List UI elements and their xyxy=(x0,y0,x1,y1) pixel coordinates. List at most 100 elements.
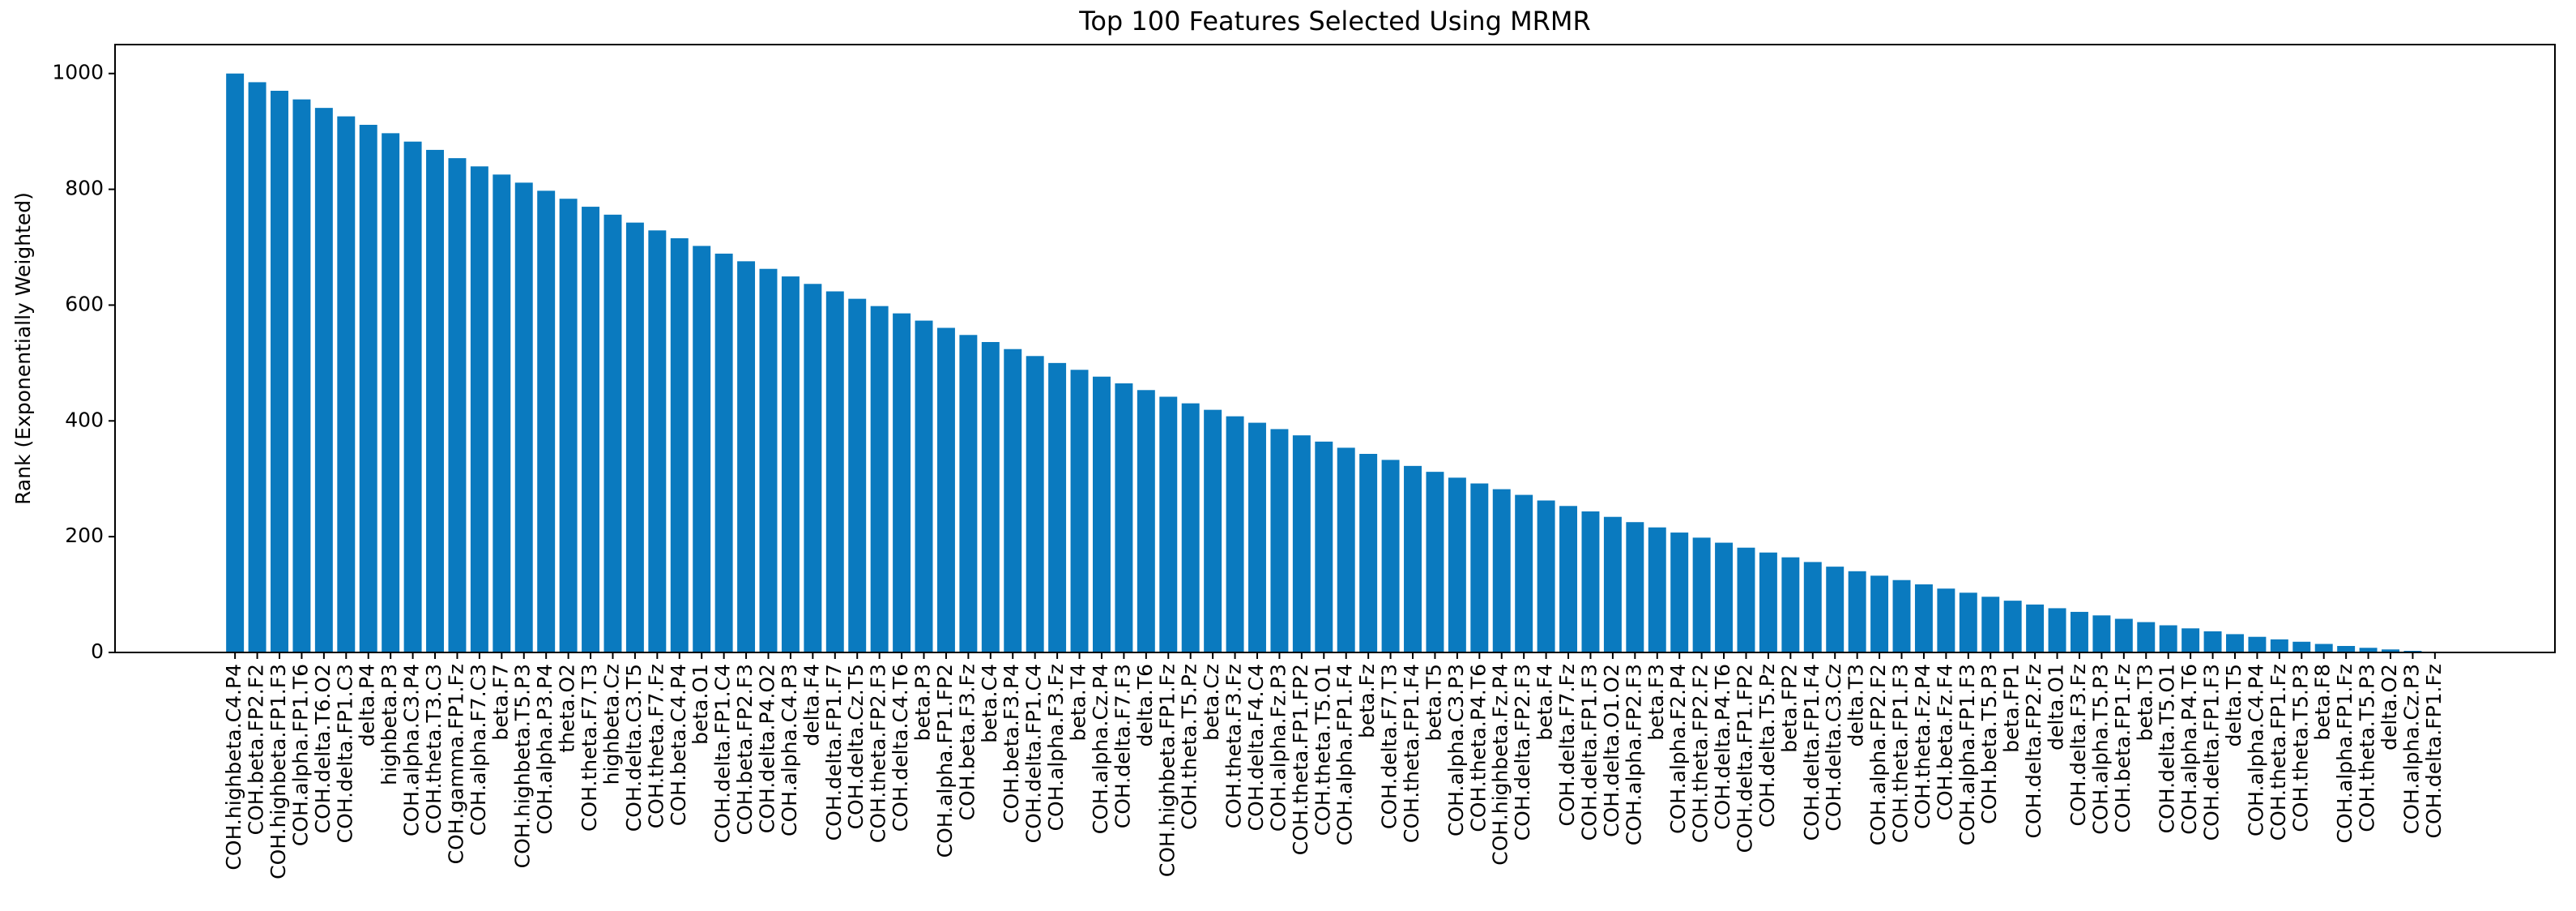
bar xyxy=(2382,649,2399,652)
chart-title: Top 100 Features Selected Using MRMR xyxy=(1078,6,1591,36)
x-tick-label: COH.theta.T3.C3 xyxy=(422,664,446,834)
x-tick-label: COH.alpha.Cz.P4 xyxy=(1089,664,1112,834)
bar xyxy=(981,342,1000,652)
bar xyxy=(470,166,488,653)
x-tick-label: COH.delta.P4.O2 xyxy=(755,664,778,833)
bar xyxy=(1092,376,1111,652)
x-tick-label: COH.delta.C3.Cz xyxy=(1822,664,1845,832)
bar xyxy=(382,133,400,652)
x-tick-label: beta.F8 xyxy=(2311,664,2335,741)
x-tick-label: COH.delta.FP1.C3 xyxy=(333,664,356,843)
bar xyxy=(804,284,822,652)
y-tick-label: 800 xyxy=(65,177,104,200)
bar xyxy=(1337,447,1355,652)
x-tick-label: COH.delta.O1.O2 xyxy=(1600,664,1623,837)
y-axis-label: Rank (Exponentially Weighted) xyxy=(11,192,35,505)
bar xyxy=(1248,422,1266,652)
bar xyxy=(337,116,356,653)
bar xyxy=(1648,527,1666,652)
x-tick-label: COH.highbeta.C4.P4 xyxy=(222,664,245,870)
x-tick-label: COH.theta.FP1.F3 xyxy=(1889,664,1913,843)
bar xyxy=(537,190,556,652)
bar xyxy=(1626,522,1644,652)
x-tick-label: COH.alpha.FP1.F3 xyxy=(1955,664,1979,845)
bar xyxy=(1603,516,1622,652)
y-tick-label: 0 xyxy=(91,639,104,663)
bar xyxy=(603,214,622,652)
bar xyxy=(2292,641,2311,652)
x-tick-label: COH.beta.F3.Fz xyxy=(955,664,979,821)
bar xyxy=(1404,465,1422,652)
x-tick-label: COH.delta.FP2.Fz xyxy=(2022,664,2045,839)
x-tick-label: COH.beta.C4.P4 xyxy=(667,664,690,826)
bar xyxy=(2226,634,2244,652)
bar xyxy=(1537,500,1555,652)
bar xyxy=(1448,477,1466,652)
bar xyxy=(271,91,288,652)
bar xyxy=(1026,356,1044,652)
bar xyxy=(403,141,422,652)
bar xyxy=(1581,511,1600,652)
bar xyxy=(1737,547,1755,652)
x-tick-label: COH.alpha.FP2.F2 xyxy=(1866,664,1890,845)
bar xyxy=(1137,390,1155,652)
bar xyxy=(1848,571,1866,652)
bar xyxy=(2181,628,2200,652)
x-tick-label: COH.beta.FP2.F3 xyxy=(733,664,757,835)
bar xyxy=(1204,409,1222,652)
x-tick-label: COH.delta.FP1.Fz xyxy=(2422,664,2446,839)
x-tick-label: COH.alpha.F7.C3 xyxy=(467,664,490,836)
bar xyxy=(2203,631,2222,652)
y-tick-label: 600 xyxy=(65,292,104,315)
x-tick-label: delta.O2 xyxy=(2378,664,2401,751)
x-tick-label: COH.alpha.T5.P3 xyxy=(2088,664,2112,835)
bar xyxy=(1226,416,1244,652)
x-tick-label: COH.alpha.FP1.Fz xyxy=(2333,664,2356,844)
bar xyxy=(2337,646,2356,652)
bar xyxy=(1559,506,1578,652)
x-tick-label: COH.delta.F7.T3 xyxy=(1378,664,1401,829)
y-tick-label: 1000 xyxy=(52,61,104,84)
bar xyxy=(848,298,867,652)
x-tick-label: COH.theta.T5.O1 xyxy=(1311,664,1334,836)
x-tick-label: beta.F7 xyxy=(488,664,512,741)
x-tick-label: COH.delta.Cz.T5 xyxy=(844,664,868,829)
x-tick-label: COH.delta.T5.Pz xyxy=(1755,664,1779,828)
x-tick-label: COH.delta.T5.O1 xyxy=(2156,664,2179,833)
bar xyxy=(2114,618,2133,652)
bar xyxy=(2314,644,2333,652)
x-tick-label: beta.FP1 xyxy=(2000,664,2024,753)
x-tick-label: COH.delta.FP1.F7 xyxy=(822,664,846,840)
x-tick-label: COH.theta.FP1.Fz xyxy=(2267,664,2290,840)
x-tick-label: highbeta.P3 xyxy=(377,664,401,785)
x-tick-label: beta.FP2 xyxy=(1777,664,1801,753)
x-tick-label: COH.delta.FP1.F4 xyxy=(1800,664,1823,840)
bar xyxy=(915,320,933,652)
plot-frame xyxy=(114,44,2556,653)
bar xyxy=(1270,429,1289,652)
bar xyxy=(2248,636,2267,652)
x-tick-label: COH.beta.FP1.Fz xyxy=(2111,664,2135,833)
bar xyxy=(1914,584,1933,652)
x-tick-label: COH.delta.P4.T6 xyxy=(1711,664,1734,830)
bar xyxy=(870,306,889,652)
x-tick-label: highbeta.Cz xyxy=(599,664,623,785)
bar xyxy=(737,261,756,652)
x-tick-label: COH.theta.T5.P3 xyxy=(2288,664,2312,832)
x-tick-label: beta.Cz xyxy=(1200,664,1223,741)
x-tick-label: COH.alpha.C4.P3 xyxy=(778,664,801,836)
x-tick-label: COH.alpha.Fz.P3 xyxy=(1266,664,1290,832)
x-tick-label: COH.highbeta.FP1.F3 xyxy=(267,664,290,879)
bar xyxy=(1692,537,1711,652)
x-tick-label: COH.theta.F7.T3 xyxy=(578,664,601,832)
y-tick-label: 400 xyxy=(65,408,104,431)
x-tick-label: COH.alpha.F2.P4 xyxy=(1666,664,1690,834)
bar xyxy=(893,313,911,652)
x-tick-label: COH.beta.FP2.F2 xyxy=(245,664,268,835)
bar xyxy=(1959,592,1977,652)
x-tick-label: beta.T5 xyxy=(1422,664,1445,742)
x-tick-label: beta.F3 xyxy=(1644,664,1668,741)
bar xyxy=(1826,567,1845,652)
bar xyxy=(1470,483,1489,652)
x-tick-label: COH.delta.F4.C4 xyxy=(1244,664,1268,831)
